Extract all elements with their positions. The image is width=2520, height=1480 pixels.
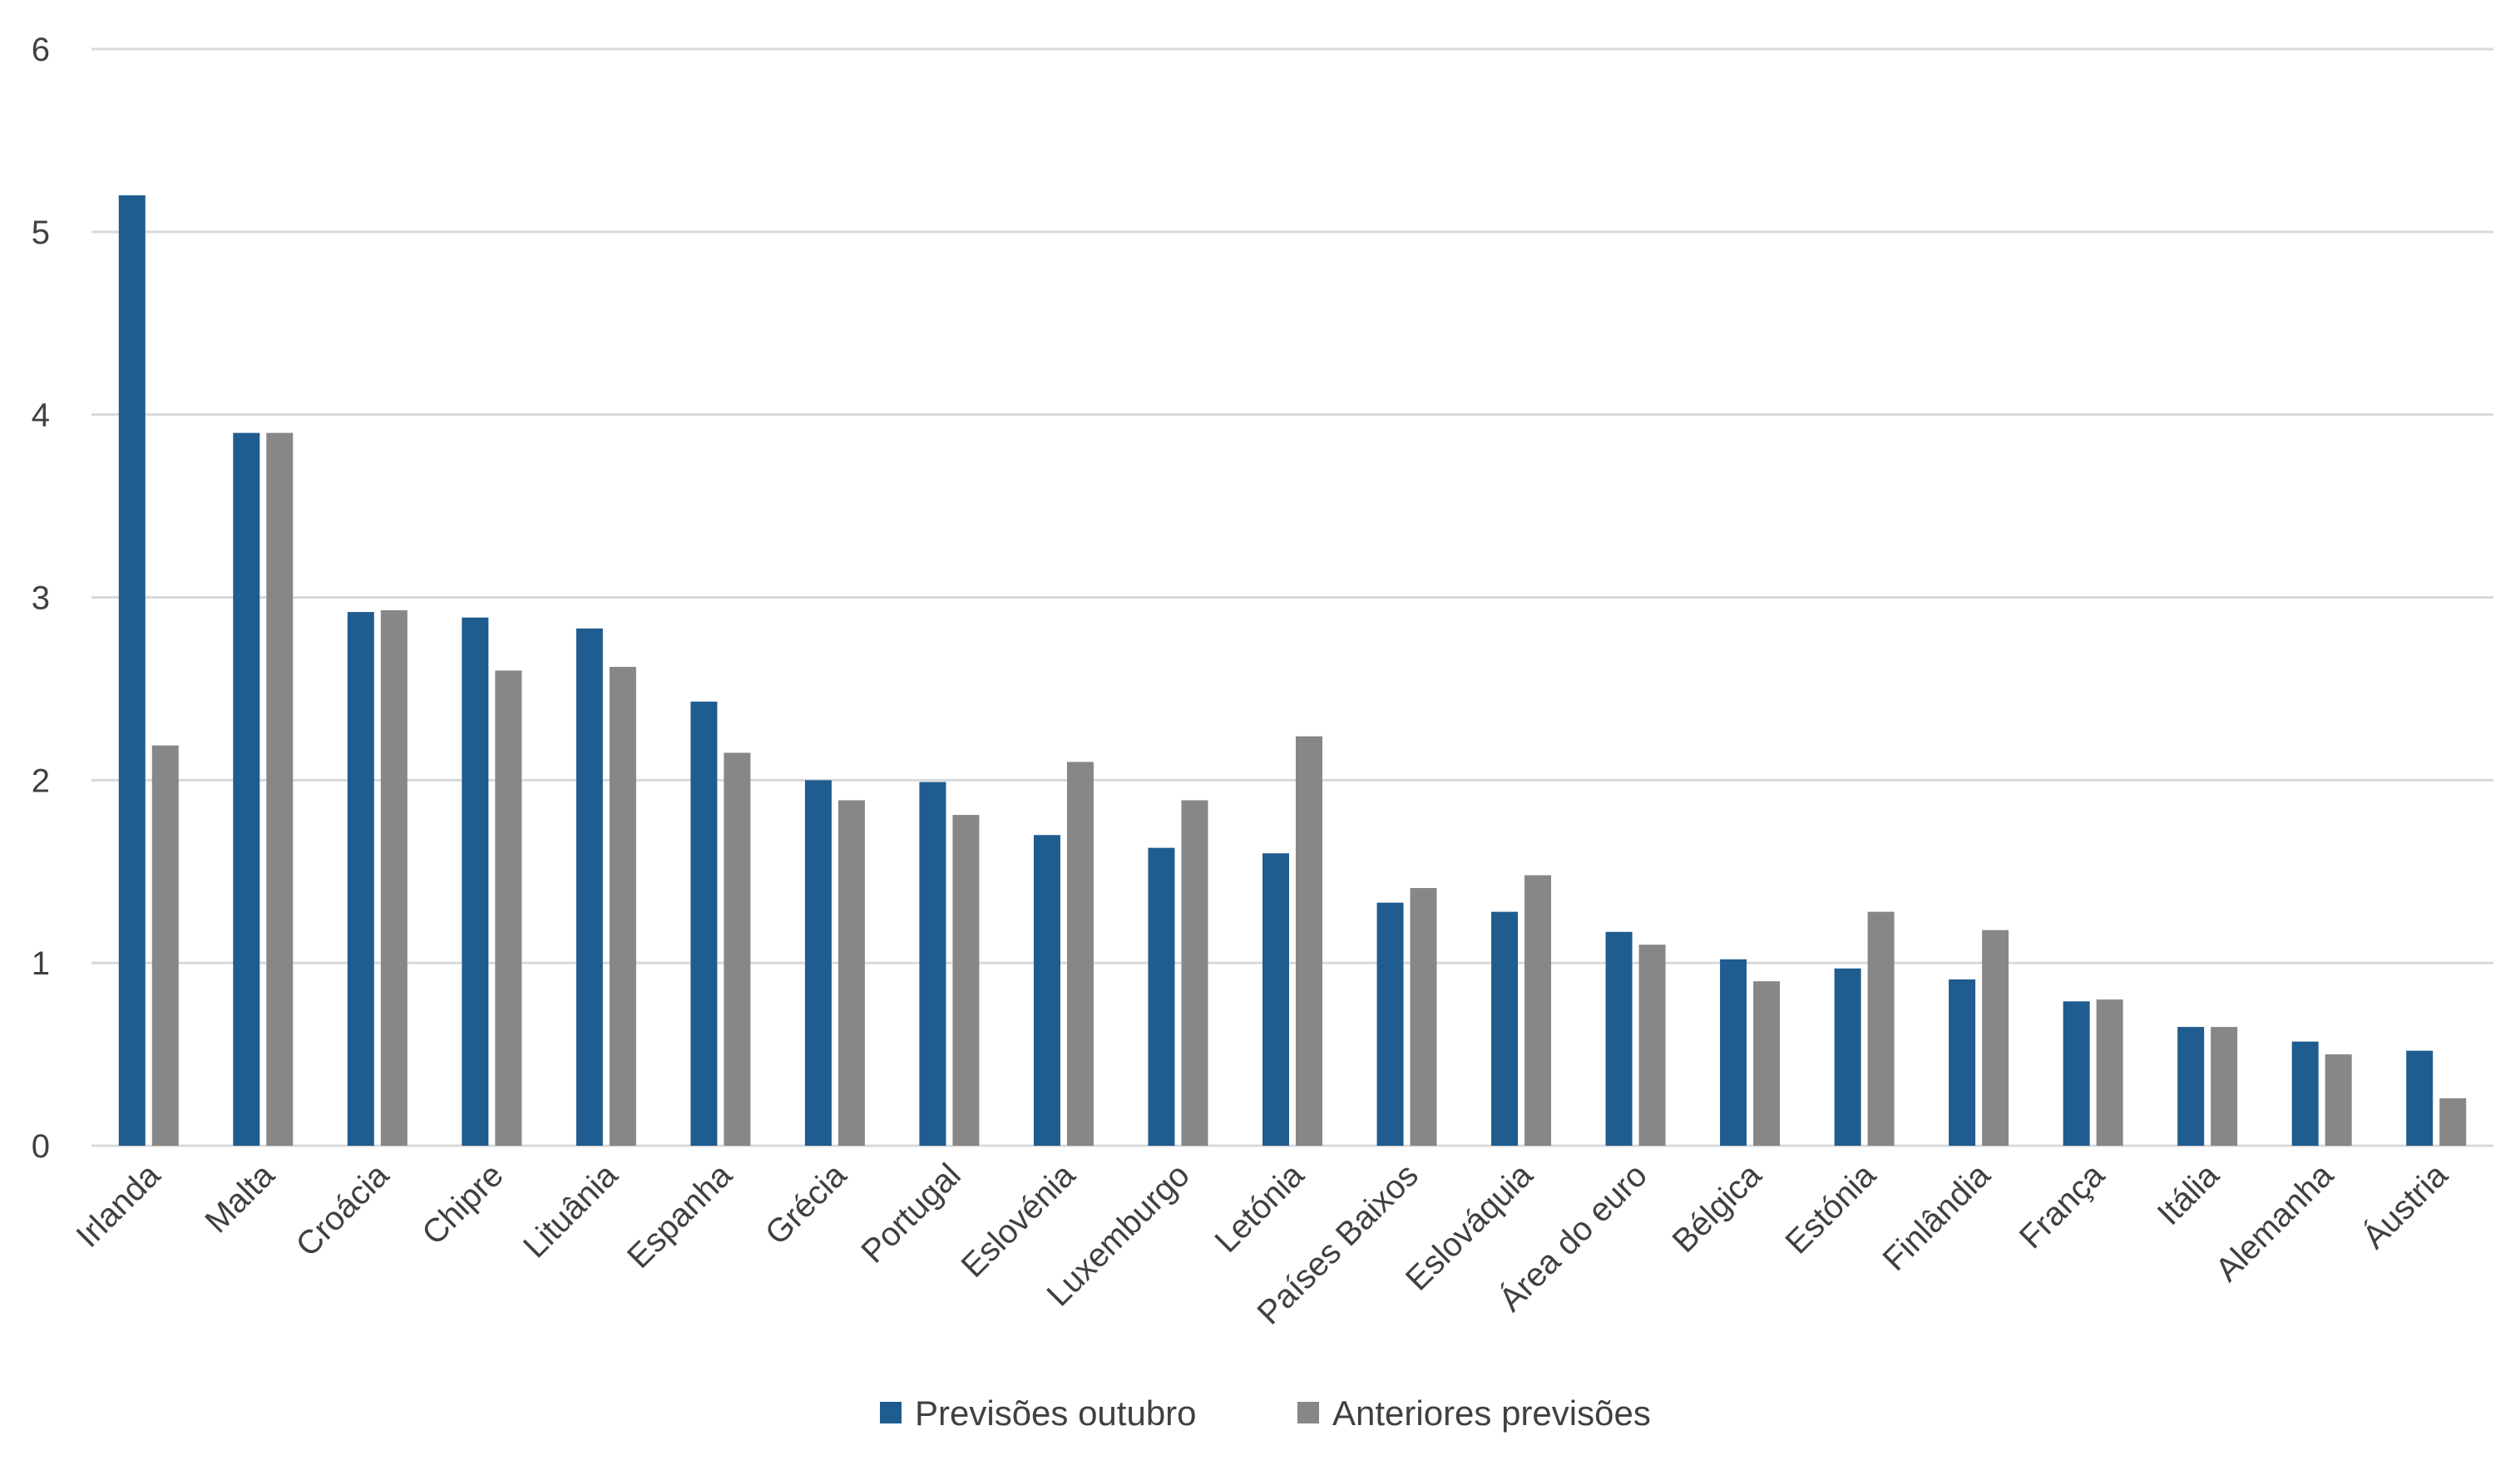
x-category-label: Espanha [620, 1157, 739, 1275]
legend: Previsões outubro Anteriores previsões [880, 1394, 1651, 1433]
bar-anteriores-previsoes [1867, 911, 1895, 1146]
x-category-label: Croácia [289, 1157, 397, 1264]
bar-anteriores-previsoes [724, 752, 751, 1146]
x-category-label: Letónia [1208, 1157, 1311, 1260]
bar-previsoes-outubro [2177, 1027, 2205, 1146]
bar-previsoes-outubro [2291, 1041, 2319, 1146]
bar-anteriores-previsoes [2325, 1054, 2352, 1146]
x-category-label: Finlândia [1876, 1157, 1998, 1278]
legend-swatch [1297, 1402, 1319, 1423]
bar-previsoes-outubro [2406, 1050, 2434, 1146]
bar-previsoes-outubro [1491, 911, 1519, 1146]
x-category-label: Lituânia [516, 1157, 625, 1265]
bar-anteriores-previsoes [952, 815, 980, 1146]
bar-anteriores-previsoes [495, 670, 522, 1146]
bar-previsoes-outubro [347, 612, 374, 1146]
x-axis-category-labels: Irlanda Malta Croácia Chipre LituâniaEspanha… [70, 1156, 2456, 1332]
y-tick-label: 0 [32, 1128, 50, 1165]
bar-previsoes-outubro [1949, 979, 1976, 1146]
bar-previsoes-outubro [1262, 853, 1289, 1146]
bar-anteriores-previsoes [1753, 981, 1781, 1146]
bar-anteriores-previsoes [1524, 875, 1552, 1146]
y-tick-label: 3 [32, 580, 50, 617]
y-tick-label: 2 [32, 762, 50, 799]
y-axis-tick-labels: 0 1 2 3 4 5 6 [32, 32, 50, 1165]
bar-previsoes-outubro [1148, 847, 1175, 1146]
bar-anteriores-previsoes [1181, 800, 1208, 1146]
bar-previsoes-outubro [1834, 968, 1861, 1146]
legend-swatch [880, 1402, 902, 1423]
bar-previsoes-outubro [118, 195, 146, 1146]
legend-label: Previsões outubro [915, 1394, 1197, 1433]
gridlines [91, 47, 2493, 1147]
bar-previsoes-outubro [462, 617, 489, 1146]
bar-anteriores-previsoes [2096, 999, 2123, 1146]
legend-label: Anteriores previsões [1332, 1394, 1651, 1433]
y-tick-label: 5 [32, 215, 50, 251]
x-category-label: Estónia [1779, 1157, 1884, 1261]
x-category-label: Áustria [2355, 1156, 2455, 1256]
bar-previsoes-outubro [233, 432, 260, 1146]
bar-previsoes-outubro [1720, 959, 1747, 1146]
bar-anteriores-previsoes [1982, 930, 2009, 1146]
bar-anteriores-previsoes [1066, 762, 1094, 1146]
bar-anteriores-previsoes [609, 667, 636, 1146]
bar-anteriores-previsoes [151, 745, 179, 1146]
bar-anteriores-previsoes [1638, 945, 1666, 1146]
bar-previsoes-outubro [690, 701, 718, 1146]
bar-anteriores-previsoes [838, 800, 865, 1146]
bar-previsoes-outubro [1605, 931, 1633, 1146]
bar-previsoes-outubro [576, 628, 603, 1146]
bars [118, 195, 2467, 1146]
y-tick-label: 4 [32, 397, 50, 434]
bar-anteriores-previsoes [380, 609, 408, 1146]
bar-previsoes-outubro [919, 782, 946, 1146]
y-tick-label: 6 [32, 32, 50, 68]
bar-previsoes-outubro [1376, 902, 1404, 1146]
bar-anteriores-previsoes [1296, 736, 1322, 1146]
x-category-label: Chipre [415, 1157, 510, 1251]
x-category-label: Malta [198, 1157, 282, 1241]
x-category-label: França [2013, 1157, 2112, 1256]
x-category-label: Irlanda [70, 1157, 168, 1255]
bar-anteriores-previsoes [1410, 888, 1437, 1146]
x-category-label: Portugal [854, 1157, 967, 1270]
x-category-label: Grécia [758, 1157, 854, 1252]
bar-anteriores-previsoes [266, 432, 294, 1146]
x-category-label: Bélgica [1666, 1157, 1769, 1260]
bar-previsoes-outubro [804, 780, 832, 1146]
y-tick-label: 1 [32, 945, 50, 982]
bar-anteriores-previsoes [2439, 1098, 2467, 1146]
x-category-label: Alemanha [2209, 1157, 2341, 1289]
bar-previsoes-outubro [2063, 1001, 2090, 1146]
bar-anteriores-previsoes [2211, 1027, 2238, 1146]
bar-previsoes-outubro [1033, 835, 1060, 1146]
x-category-label: Itália [2151, 1157, 2226, 1232]
